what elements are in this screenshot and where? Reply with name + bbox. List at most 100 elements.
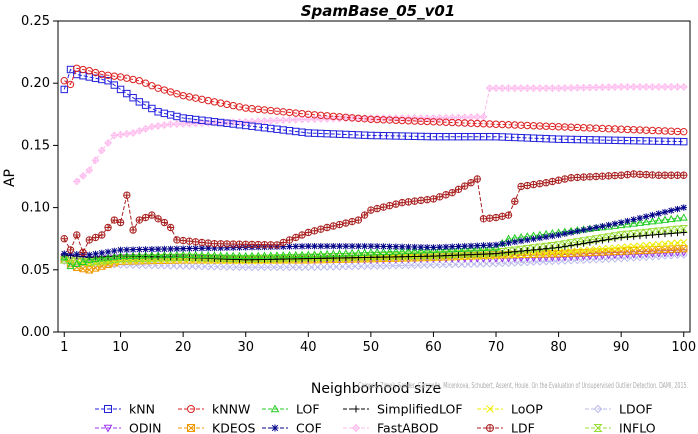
legend-entry-odin: ODIN <box>95 421 162 434</box>
data-point <box>285 263 294 272</box>
data-point <box>317 255 325 262</box>
marker-shape <box>404 246 413 254</box>
data-point <box>680 204 687 211</box>
data-point <box>404 246 413 254</box>
data-point <box>185 250 194 259</box>
data-point <box>380 243 387 250</box>
data-point <box>160 251 169 259</box>
data-point <box>198 238 206 247</box>
data-point <box>310 250 319 258</box>
marker-stroke <box>593 224 600 231</box>
marker-stroke <box>599 223 606 230</box>
data-point <box>366 262 375 270</box>
marker-shape <box>504 259 513 267</box>
marker-shape <box>611 254 619 263</box>
marker-shape <box>548 254 557 262</box>
data-point <box>642 213 650 220</box>
data-point <box>605 244 613 252</box>
data-point <box>617 171 625 179</box>
data-point <box>235 263 244 272</box>
data-point <box>429 114 438 122</box>
data-point <box>454 185 463 194</box>
legend-marker <box>593 424 603 432</box>
data-point <box>316 250 325 258</box>
marker-shape <box>103 424 113 433</box>
data-point <box>648 250 657 258</box>
marker-shape <box>60 77 68 85</box>
marker-stroke <box>548 250 556 258</box>
data-point <box>98 231 106 239</box>
marker-shape <box>385 247 394 255</box>
data-point <box>229 263 238 271</box>
data-point <box>630 216 637 223</box>
marker-stroke <box>430 244 437 251</box>
marker-shape <box>141 79 150 87</box>
data-point <box>636 242 644 250</box>
data-point <box>379 247 388 255</box>
marker-shape <box>529 258 538 266</box>
marker-shape <box>410 246 419 254</box>
legend: kNN ODIN kNNW KDEOS LOF COF SimplifiedLOF FastA… <box>95 402 656 434</box>
data-point <box>147 251 156 259</box>
marker-shape <box>667 249 676 258</box>
marker-shape <box>579 253 588 261</box>
data-point <box>511 197 519 206</box>
data-point <box>580 246 588 254</box>
marker-stroke <box>611 220 618 227</box>
marker-shape <box>435 260 444 269</box>
data-point <box>467 113 475 122</box>
x-tick-label: 50 <box>363 340 380 355</box>
marker-shape <box>241 251 250 260</box>
marker-shape <box>66 256 75 265</box>
data-point <box>492 241 500 249</box>
data-point <box>674 205 681 213</box>
marker-stroke <box>598 248 606 256</box>
marker-stroke <box>317 243 324 250</box>
marker-shape <box>642 250 651 259</box>
legend-marker <box>486 405 494 413</box>
marker-shape <box>454 260 463 269</box>
data-point <box>673 214 682 222</box>
data-point <box>605 236 612 243</box>
data-point <box>129 246 137 253</box>
data-point <box>355 242 362 250</box>
data-point <box>629 83 638 91</box>
data-point <box>135 77 144 85</box>
data-point <box>122 251 131 260</box>
marker-shape <box>323 249 332 258</box>
data-point <box>442 243 450 251</box>
marker-stroke <box>480 242 487 249</box>
marker-shape <box>623 220 632 228</box>
data-point <box>561 243 569 250</box>
data-point <box>548 177 557 186</box>
data-point <box>654 216 663 224</box>
data-point <box>661 240 669 248</box>
data-point <box>417 196 425 205</box>
data-point <box>579 253 588 261</box>
data-point <box>611 254 619 263</box>
data-point <box>261 256 268 263</box>
marker-shape <box>216 251 225 259</box>
marker-shape <box>648 252 657 261</box>
data-point <box>417 261 425 269</box>
data-point <box>630 242 638 250</box>
data-point <box>417 243 425 251</box>
data-point <box>342 219 350 227</box>
data-point <box>423 253 431 260</box>
data-point <box>448 260 457 269</box>
marker-shape <box>329 249 338 257</box>
data-point <box>455 243 462 250</box>
data-point <box>573 253 582 261</box>
marker-shape <box>91 254 100 263</box>
marker-shape <box>148 104 156 113</box>
marker-shape <box>335 249 344 257</box>
data-point <box>592 245 600 253</box>
data-point <box>298 231 306 239</box>
marker-shape <box>323 263 331 271</box>
marker-shape <box>179 262 188 270</box>
data-point <box>660 250 670 258</box>
marker-stroke <box>443 243 449 250</box>
data-point <box>85 255 94 263</box>
data-point <box>492 259 500 268</box>
